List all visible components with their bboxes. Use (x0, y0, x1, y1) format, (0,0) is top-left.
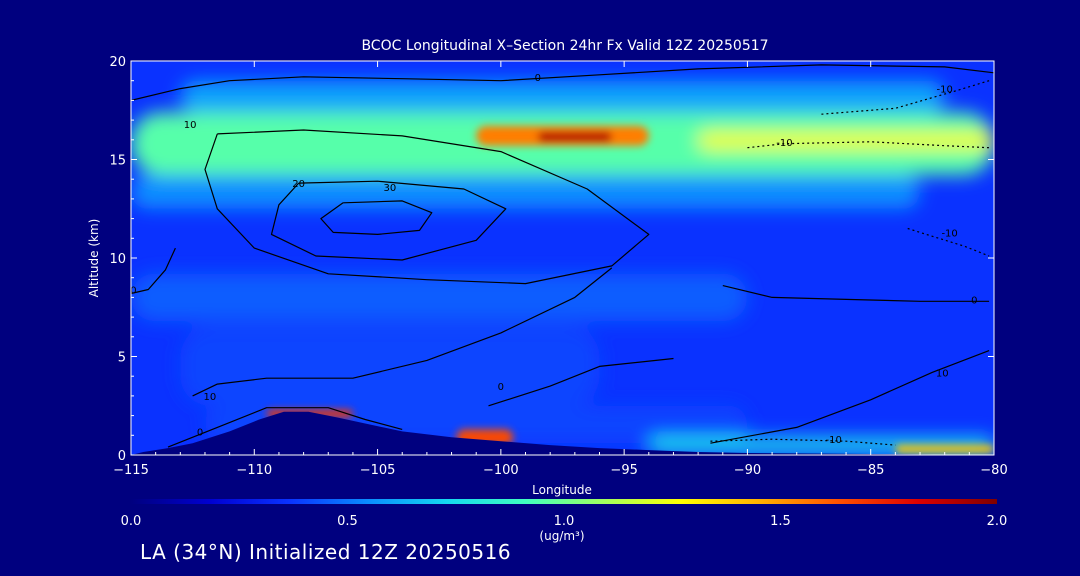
concentration-band (895, 445, 994, 454)
colorbar: 0.0 0.5 1.0 1.5 2.0 (ug/m³) (121, 499, 1008, 543)
x-tick-label: −80 (980, 463, 1007, 478)
colorbar-ramp (131, 499, 997, 504)
contour-line (821, 80, 990, 115)
x-tick-label: −110 (236, 463, 272, 478)
contour-line (710, 350, 990, 444)
contour-line (710, 438, 896, 446)
contour-label: -10 (941, 228, 957, 239)
x-tick-label: −85 (857, 463, 884, 478)
contour-lines: 30 20 10 10 10 0 0 0 0 0 -10 -10 -10 -10 (130, 64, 994, 448)
colorbar-tick-label: 0.0 (121, 514, 142, 529)
plot-area: 30 20 10 10 10 0 0 0 0 0 -10 -10 -10 -10 (130, 61, 994, 455)
concentration-band (537, 131, 612, 142)
terrain-profile (131, 411, 994, 455)
x-tick-label: −90 (734, 463, 761, 478)
colorbar-tick-label: 1.5 (770, 514, 791, 529)
contour-label: 30 (384, 183, 397, 194)
concentration-band (131, 273, 748, 322)
contour-label: 10 (204, 392, 217, 403)
concentration-band (698, 131, 994, 150)
x-axis: −115 −110 −105 −100 −95 −90 −85 −80 (113, 61, 1008, 478)
y-tick-label: 5 (118, 351, 126, 366)
contour-line (167, 407, 403, 448)
contour-label: 10 (936, 368, 949, 379)
contour-line (320, 200, 433, 235)
colorbar-tick-label: 1.0 (554, 514, 575, 529)
contour-label: -10 (776, 138, 792, 149)
contour-label: -10 (826, 435, 842, 446)
contour-label: 10 (184, 120, 197, 131)
contour-label: 0 (197, 427, 203, 438)
contour-line (722, 285, 990, 302)
colorbar-unit-label: (ug/m³) (539, 529, 584, 543)
colorbar-tick-label: 0.5 (337, 514, 358, 529)
initialized-caption: LA (34°N) Initialized 12Z 20250516 (140, 540, 512, 564)
x-tick-label: −100 (483, 463, 519, 478)
y-tick-label: 0 (118, 449, 126, 464)
contour-label: 0 (535, 73, 541, 84)
x-tick-label: −115 (113, 463, 149, 478)
contour-label: -10 (937, 85, 953, 96)
x-tick-label: −95 (610, 463, 637, 478)
x-axis-label: Longitude (532, 483, 592, 497)
concentration-band (180, 80, 945, 113)
concentration-band (131, 175, 921, 209)
contour-label: 20 (292, 179, 305, 190)
y-axis: 0 5 10 15 20 (109, 55, 994, 464)
colorbar-ticks: 0.0 0.5 1.0 1.5 2.0 (121, 514, 1008, 529)
y-tick-label: 10 (109, 252, 126, 267)
contour-label: 0 (971, 295, 977, 306)
contour-label: 0 (130, 286, 136, 297)
y-tick-label: 20 (109, 55, 126, 70)
contour-line (131, 247, 176, 295)
contour-line (131, 64, 994, 101)
chart-title: BCOC Longitudinal X–Section 24hr Fx Vali… (361, 38, 768, 54)
contour-line (270, 180, 507, 261)
contour-line (204, 129, 650, 285)
colorbar-tick-label: 2.0 (987, 514, 1008, 529)
contour-line (488, 357, 674, 407)
concentration-band (180, 326, 600, 406)
x-tick-label: −105 (360, 463, 396, 478)
contour-label: 0 (498, 382, 504, 393)
y-axis-label: Altitude (km) (87, 219, 101, 298)
contour-line (192, 267, 613, 397)
y-tick-label: 15 (109, 154, 126, 169)
